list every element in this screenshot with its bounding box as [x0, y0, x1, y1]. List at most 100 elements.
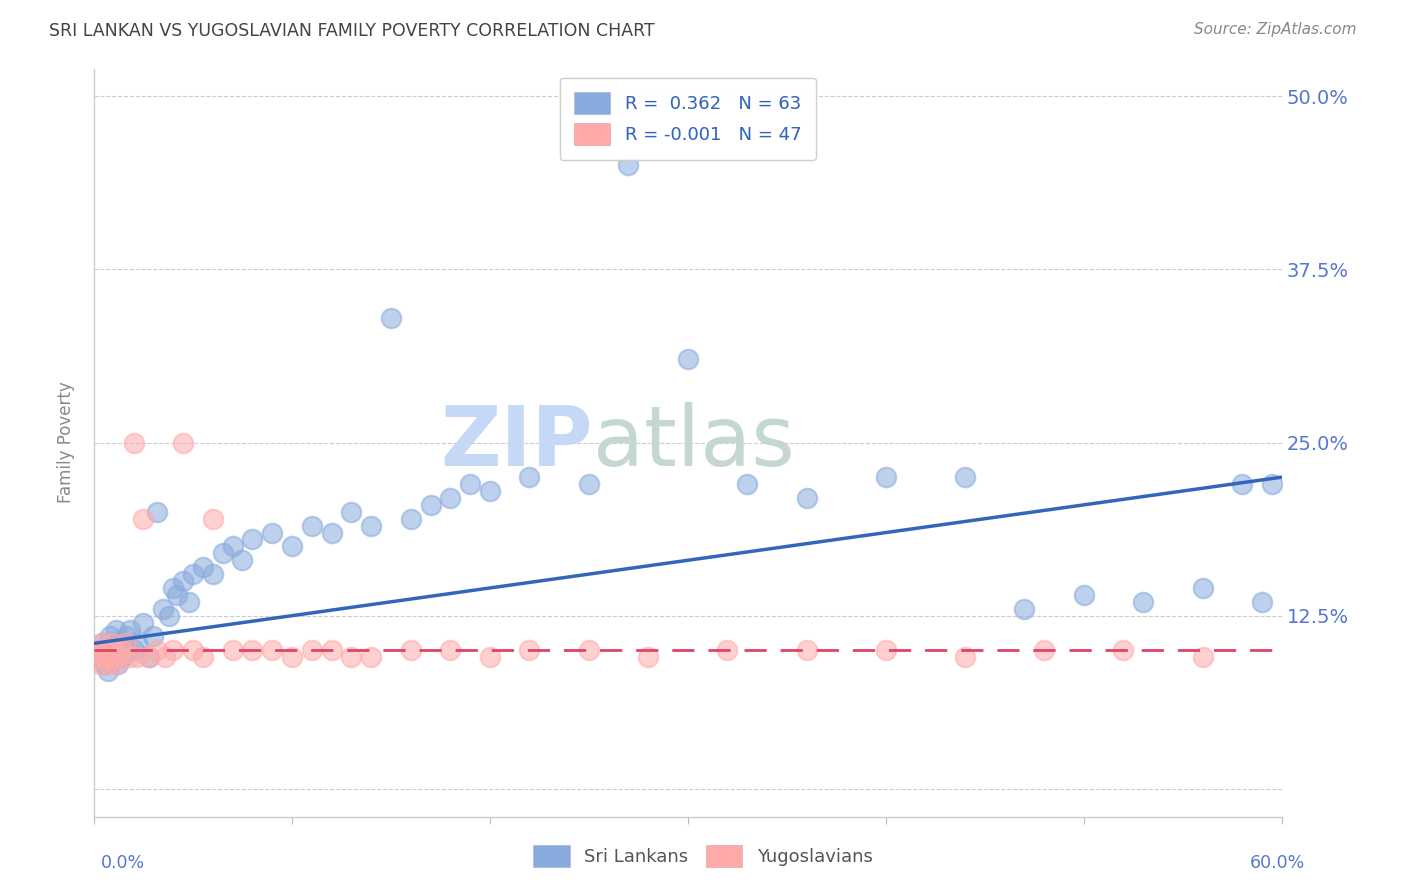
Point — [87, 643, 110, 657]
Point — [519, 643, 541, 657]
Point — [89, 650, 111, 665]
Point — [1261, 477, 1284, 491]
Point — [617, 159, 640, 173]
Point — [716, 643, 738, 657]
Point — [478, 650, 501, 665]
Point — [152, 601, 174, 615]
Point — [100, 636, 122, 650]
Point — [142, 630, 165, 644]
Point — [796, 643, 818, 657]
Point — [90, 636, 112, 650]
Point — [262, 643, 284, 657]
Point — [103, 643, 125, 657]
Point — [399, 643, 422, 657]
Point — [93, 657, 115, 672]
Point — [262, 525, 284, 540]
Point — [281, 650, 304, 665]
Point — [519, 470, 541, 484]
Point — [221, 643, 243, 657]
Point — [181, 643, 204, 657]
Point — [122, 643, 145, 657]
Point — [172, 574, 194, 588]
Point — [953, 470, 976, 484]
Point — [240, 643, 263, 657]
Point — [122, 435, 145, 450]
Text: Source: ZipAtlas.com: Source: ZipAtlas.com — [1194, 22, 1357, 37]
Point — [201, 567, 224, 582]
Point — [1132, 595, 1154, 609]
Point — [1232, 477, 1254, 491]
Point — [676, 352, 699, 367]
Point — [100, 650, 122, 665]
Point — [90, 636, 112, 650]
Point — [98, 650, 121, 665]
Point — [211, 546, 233, 560]
Point — [108, 643, 131, 657]
Point — [117, 643, 139, 657]
Point — [360, 650, 382, 665]
Point — [107, 657, 129, 672]
Point — [118, 623, 141, 637]
Point — [231, 553, 253, 567]
Point — [439, 643, 461, 657]
Point — [89, 657, 111, 672]
Point — [104, 623, 127, 637]
Point — [97, 664, 120, 678]
Point — [321, 525, 343, 540]
Legend: R =  0.362   N = 63, R = -0.001   N = 47: R = 0.362 N = 63, R = -0.001 N = 47 — [560, 78, 815, 160]
Point — [132, 615, 155, 630]
Point — [132, 512, 155, 526]
Point — [118, 650, 141, 665]
Point — [103, 636, 125, 650]
Point — [1014, 601, 1036, 615]
Point — [93, 650, 115, 665]
Point — [162, 643, 184, 657]
Point — [146, 505, 169, 519]
Point — [281, 540, 304, 554]
Point — [146, 643, 169, 657]
Point — [458, 477, 481, 491]
Point — [1191, 650, 1213, 665]
Point — [1251, 595, 1274, 609]
Point — [1191, 581, 1213, 595]
Point — [114, 630, 136, 644]
Point — [1033, 643, 1056, 657]
Point — [153, 650, 176, 665]
Point — [166, 588, 188, 602]
Point — [419, 498, 441, 512]
Point — [301, 643, 323, 657]
Text: atlas: atlas — [593, 402, 794, 483]
Point — [181, 567, 204, 582]
Point — [321, 643, 343, 657]
Point — [191, 650, 214, 665]
Point — [796, 491, 818, 505]
Point — [172, 435, 194, 450]
Legend: Sri Lankans, Yugoslavians: Sri Lankans, Yugoslavians — [526, 838, 880, 874]
Point — [340, 505, 363, 519]
Point — [399, 512, 422, 526]
Point — [1112, 643, 1135, 657]
Point — [157, 608, 180, 623]
Point — [112, 636, 135, 650]
Point — [107, 650, 129, 665]
Point — [138, 650, 160, 665]
Text: ZIP: ZIP — [440, 402, 593, 483]
Point — [127, 636, 149, 650]
Point — [953, 650, 976, 665]
Point — [578, 477, 600, 491]
Text: SRI LANKAN VS YUGOSLAVIAN FAMILY POVERTY CORRELATION CHART: SRI LANKAN VS YUGOSLAVIAN FAMILY POVERTY… — [49, 22, 655, 40]
Point — [138, 650, 160, 665]
Point — [87, 643, 110, 657]
Point — [875, 643, 897, 657]
Point — [439, 491, 461, 505]
Point — [111, 650, 134, 665]
Point — [127, 650, 149, 665]
Point — [94, 643, 117, 657]
Text: 60.0%: 60.0% — [1250, 855, 1305, 872]
Point — [380, 310, 402, 325]
Point — [240, 533, 263, 547]
Point — [98, 630, 121, 644]
Point — [104, 657, 127, 672]
Point — [191, 560, 214, 574]
Point — [97, 657, 120, 672]
